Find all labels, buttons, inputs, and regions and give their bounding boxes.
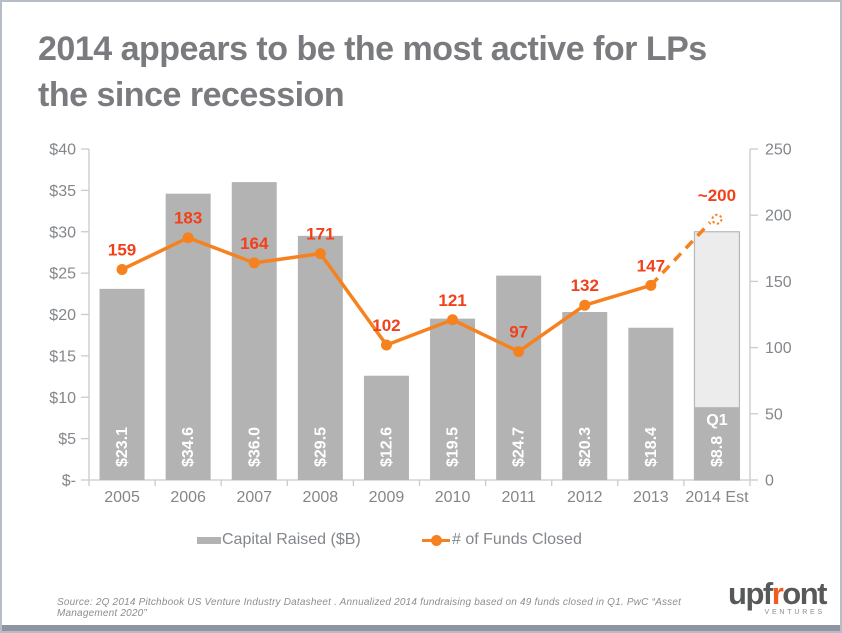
line-marker — [645, 279, 657, 291]
bar-2010 — [430, 318, 476, 480]
legend-item-capital-raised: Capital Raised ($B) — [197, 531, 361, 548]
bar-value-label: $20.3 — [577, 427, 594, 467]
line-marker — [248, 257, 260, 269]
bar-q1-label: Q1 — [706, 412, 727, 429]
right-axis-tick-label: 150 — [765, 274, 792, 291]
line-data-label: 164 — [240, 234, 269, 253]
legend-item-funds-closed: # of Funds Closed — [422, 531, 582, 548]
left-axis-tick-label: $25 — [49, 266, 76, 283]
x-axis-label-2011: 2011 — [501, 489, 536, 506]
left-axis-tick-label: $40 — [49, 142, 76, 159]
logo-word-start: upf — [728, 576, 773, 611]
line-data-label: 183 — [174, 209, 202, 228]
line-data-label: 102 — [372, 316, 400, 335]
logo-subtext: VENTURES — [764, 609, 825, 616]
x-axis-label-2008: 2008 — [303, 489, 339, 506]
bar-value-label: $34.6 — [180, 427, 197, 467]
x-axis-label-2010: 2010 — [435, 489, 471, 506]
right-axis-tick-label: 50 — [765, 406, 783, 423]
source-note: Source: 2Q 2014 Pitchbook US Venture Ind… — [57, 597, 682, 619]
left-axis-tick-label: $- — [62, 473, 76, 490]
line-data-label: 121 — [438, 291, 466, 310]
x-axis-label-2009: 2009 — [369, 489, 405, 506]
line-marker — [182, 232, 194, 244]
line-marker-estimate — [711, 213, 723, 225]
bar-value-label: $29.5 — [312, 427, 329, 467]
line-data-label: 97 — [509, 323, 528, 342]
line-data-label: 159 — [108, 240, 136, 259]
title-line-2: the since recession — [38, 76, 345, 114]
line-marker — [116, 263, 128, 275]
bar-2009 — [363, 375, 409, 480]
bar-value-label: $19.5 — [445, 427, 462, 467]
bar-value-label: $8.8 — [709, 436, 726, 467]
left-axis-tick-label: $20 — [49, 307, 76, 324]
line-data-label: 171 — [306, 225, 334, 244]
right-axis-tick-label: 200 — [765, 208, 792, 225]
line-marker — [513, 346, 525, 358]
right-axis-tick-label: 100 — [765, 340, 792, 357]
x-axis-label-2012: 2012 — [567, 489, 603, 506]
x-axis-label-2014 Est: 2014 Est — [685, 489, 749, 506]
x-axis-label-2005: 2005 — [104, 489, 140, 506]
upfront-ventures-logo: upfront VENTURES — [728, 576, 827, 616]
line-marker — [314, 248, 326, 260]
left-axis-tick-label: $30 — [49, 224, 76, 241]
x-axis-label-2007: 2007 — [236, 489, 272, 506]
line-data-label: 132 — [571, 276, 599, 295]
right-axis-tick-label: 250 — [765, 142, 792, 159]
bar-value-label: $18.4 — [643, 427, 660, 467]
line-data-label: ~200 — [698, 186, 736, 205]
x-axis-label-2006: 2006 — [170, 489, 206, 506]
line-marker — [380, 339, 392, 351]
bar-2012 — [562, 312, 608, 480]
bar-value-label: $23.1 — [114, 427, 131, 467]
bottom-accent-bar — [2, 625, 840, 631]
line-swatch-icon — [422, 534, 450, 546]
line-marker — [579, 299, 591, 311]
left-axis-tick-label: $15 — [49, 348, 76, 365]
page-title: 2014 appears to be the most active for L… — [38, 26, 818, 118]
line-marker — [447, 314, 459, 326]
title-line-1: 2014 appears to be the most active for L… — [38, 30, 707, 68]
bar-2013 — [628, 327, 674, 480]
logo-word-accent: r — [771, 576, 784, 611]
line-dot-icon — [431, 534, 442, 546]
legend-label-funds-closed: # of Funds Closed — [452, 531, 582, 548]
bar-2007 — [231, 182, 277, 480]
left-axis-tick-label: $5 — [58, 431, 76, 448]
bar-value-label: $12.6 — [378, 427, 395, 467]
bar-swatch-icon — [197, 536, 221, 544]
funds-closed-dashed-segment — [649, 221, 712, 287]
logo-word-end: ont — [782, 576, 827, 611]
legend-label-capital-raised: Capital Raised ($B) — [222, 531, 361, 548]
bar-q1-2014 Est — [694, 407, 740, 480]
bar-value-label: $36.0 — [246, 427, 263, 467]
logo-wordmark: upfront — [728, 576, 827, 611]
bar-2005 — [99, 288, 145, 480]
bar-2011 — [496, 275, 542, 480]
left-axis-tick-label: $35 — [49, 183, 76, 200]
bar-value-label: $24.7 — [511, 427, 528, 467]
x-axis-label-2013: 2013 — [633, 489, 669, 506]
right-axis-tick-label: 0 — [765, 473, 774, 490]
line-data-label: 147 — [637, 256, 665, 275]
left-axis-tick-label: $10 — [49, 390, 76, 407]
